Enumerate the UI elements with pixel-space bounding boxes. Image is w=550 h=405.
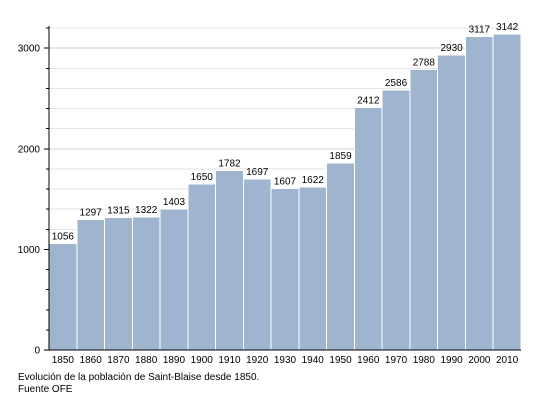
y-tick-label: 2000 [18,144,41,155]
x-tick-label-1940: 1940 [302,355,325,366]
x-tick-label-1860: 1860 [80,355,103,366]
caption-title: Evolución de la población de Saint-Blais… [18,372,260,383]
data-label-1950: 1859 [329,151,352,162]
data-label-1860: 1297 [80,207,103,218]
bar-2010 [492,33,522,351]
data-label-1940: 1622 [302,175,325,186]
bar-1890 [159,208,189,351]
data-label-1990: 2930 [440,43,463,54]
bar-1910 [215,170,244,351]
data-label-1970: 2586 [385,78,408,89]
axes: 0 1000 2000 3000 1850 1860 1870 1880 1890 1900 191… [18,26,521,366]
data-label-1900: 1650 [191,172,214,183]
bars [48,33,522,351]
x-tick-label-1930: 1930 [274,355,297,366]
caption-source: Fuente OFE [18,384,73,395]
y-tick-label: 3000 [18,44,41,55]
bar-1960 [353,106,383,351]
x-tick-label-1960: 1960 [357,355,380,366]
data-label-1880: 1322 [135,205,158,216]
y-tick-label: 1000 [18,245,41,256]
data-labels: 1056 1297 1315 1322 1403 1650 1782 1697 1607 1622… [52,22,519,243]
x-tick-label-1900: 1900 [191,355,214,366]
bar-1870 [104,217,133,351]
x-tick-label-1920: 1920 [246,355,269,366]
data-label-1890: 1403 [163,197,186,208]
bar-1860 [76,218,106,351]
bar-1940 [298,186,328,351]
bar-1920 [242,178,272,351]
data-label-2010: 3142 [496,22,519,33]
bar-1900 [187,183,217,351]
bar-1970 [381,89,411,351]
bar-1990 [437,54,466,351]
bar-1880 [131,216,161,351]
data-label-1910: 1782 [218,159,241,170]
bar-2000 [464,35,494,351]
x-tick-label-1990: 1990 [440,355,463,366]
data-label-1920: 1697 [246,167,269,178]
data-label-1930: 1607 [274,176,297,187]
data-label-1960: 2412 [357,95,380,106]
data-label-1980: 2788 [413,57,436,68]
data-label-1850: 1056 [52,232,75,243]
x-tick-label-1870: 1870 [107,355,130,366]
x-tick-label-1880: 1880 [135,355,158,366]
x-tick-label-2000: 2000 [468,355,491,366]
x-tick-label-1970: 1970 [385,355,408,366]
x-tick-label-1890: 1890 [163,355,186,366]
bar-1950 [326,162,355,351]
bar-1980 [409,68,439,351]
data-label-2000: 3117 [469,24,491,35]
y-tick-label: 0 [34,346,40,357]
x-tick-label-1980: 1980 [413,355,436,366]
bar-1930 [270,187,300,351]
x-tick-label-2010: 2010 [496,355,519,366]
x-tick-label-1950: 1950 [329,355,352,366]
x-tick-label-1850: 1850 [52,355,75,366]
x-tick-label-1910: 1910 [218,355,241,366]
bar-1850 [48,243,78,351]
data-label-1870: 1315 [107,206,130,217]
